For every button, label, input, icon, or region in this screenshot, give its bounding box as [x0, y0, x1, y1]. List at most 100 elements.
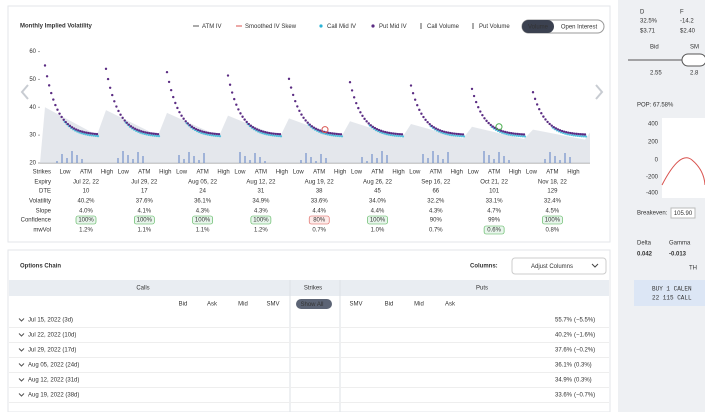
strike-label: High [159, 170, 171, 176]
dte-cell: 17 [141, 189, 148, 195]
badge [367, 215, 388, 225]
call-iv-dot [338, 135, 342, 138]
expiry-label[interactable]: Aug 19, 2022 (38d) [28, 393, 79, 399]
put-iv-dot [115, 105, 118, 108]
call-iv-dot [279, 135, 283, 138]
highlight [321, 126, 329, 134]
iv-change: (−1.6%) [574, 333, 595, 339]
put-iv-dot [445, 131, 448, 134]
put-iv-dot [335, 132, 339, 136]
put-iv-dot [552, 125, 555, 129]
expiry-label[interactable]: Aug 12, 2022 (31d) [28, 378, 79, 384]
put-iv-dot [142, 130, 145, 134]
put-iv-dot [502, 130, 505, 133]
put-iv-dot [77, 129, 80, 132]
put-iv-dot [64, 120, 68, 124]
confidence-cell: 100% [78, 218, 94, 224]
expand[interactable] [18, 348, 25, 352]
toggle-button[interactable]: Open Interest [561, 25, 598, 31]
put-iv-dot [310, 125, 314, 128]
chart-title: Monthly Implied Volatility [20, 24, 93, 30]
put-iv-dot [125, 121, 128, 124]
expand[interactable] [18, 393, 25, 397]
put-iv-dot [413, 98, 417, 101]
put-iv-dot [409, 84, 413, 87]
slope-cell: 4.3% [429, 209, 443, 215]
put-iv-dot [296, 105, 299, 108]
strike-label: Low [409, 170, 421, 176]
put-iv-dot [169, 88, 173, 92]
mwvol-cell: 1.2% [254, 228, 268, 234]
put-iv-dot [104, 67, 108, 71]
column-header: Ask [207, 302, 218, 308]
put-iv-dot [312, 126, 316, 129]
column-header: Bid [179, 302, 188, 308]
put-iv-dot [174, 101, 177, 105]
put-iv-dot [339, 133, 343, 136]
slope-cell: 4.5% [546, 209, 560, 215]
put-iv-dot [369, 124, 372, 127]
put-iv-dot [148, 131, 151, 135]
put-iv-dot [398, 133, 402, 136]
toggle-button[interactable]: Volume [528, 25, 549, 31]
group-header: Puts [476, 286, 488, 292]
put-iv-dot [203, 130, 206, 134]
expiry-label[interactable]: Jul 22, 2022 (10d) [28, 333, 76, 339]
put-iv-dot [436, 128, 440, 131]
adjust-button-label[interactable]: Adjust Columns [531, 264, 573, 270]
put-iv-dot [294, 99, 297, 103]
put-iv-dot [554, 127, 558, 130]
mwvol-cell: 1.1% [137, 228, 151, 234]
call-iv-dot [574, 134, 577, 137]
put-iv-dot [186, 122, 189, 125]
put-iv-dot [333, 132, 336, 135]
expiries-cell: Aug 05, 22 [188, 180, 218, 186]
strike-label: ATM [546, 170, 558, 176]
put-iv-dot [287, 77, 291, 81]
call-iv-dot [570, 133, 573, 137]
put-iv-dot [491, 125, 494, 128]
expiry-label[interactable]: Jul 29, 2022 (17d) [28, 348, 76, 354]
strike-label: High [509, 170, 521, 176]
put-iv-dot [416, 103, 419, 107]
put-iv-dot [228, 83, 232, 86]
column-header: Ask [445, 302, 456, 308]
next-arrow[interactable] [595, 84, 604, 100]
put-iv-dot [514, 132, 517, 135]
iv-value: 37.6% [555, 348, 573, 354]
adjust-button[interactable] [511, 257, 607, 275]
put-iv-dot [424, 118, 427, 122]
call-iv-dot [509, 133, 512, 136]
put-iv-dot [377, 128, 381, 132]
call-iv-dot [450, 134, 453, 137]
expiry-label[interactable]: Jul 15, 2022 (3d) [28, 318, 73, 324]
put-iv-dot [560, 129, 564, 133]
put-iv-dot [79, 129, 82, 133]
expand[interactable] [18, 333, 25, 337]
prev-arrow[interactable] [20, 84, 29, 100]
show-all[interactable] [296, 299, 332, 309]
expand[interactable] [18, 318, 25, 322]
columns-label: Columns: [470, 264, 498, 270]
put-iv-dot [388, 131, 391, 135]
slider-knob[interactable] [681, 53, 705, 67]
strike-label: ATM [138, 170, 150, 176]
put-iv-dot [52, 98, 55, 101]
expand[interactable] [18, 378, 25, 382]
put-iv-dot [150, 132, 153, 135]
put-iv-dot [371, 125, 375, 129]
strike-label: ATM [80, 170, 92, 176]
put-iv-dot [138, 129, 141, 132]
expiry-label[interactable]: Aug 05, 2022 (24d) [28, 363, 79, 369]
put-iv-dot [270, 132, 273, 135]
show-all-label[interactable]: Show All [300, 302, 323, 308]
put-iv-dot [575, 132, 578, 136]
put-iv-dot [127, 123, 131, 126]
badge [75, 215, 97, 225]
call-iv-dot [208, 133, 211, 137]
put-iv-dot [68, 124, 72, 128]
expand[interactable] [18, 363, 25, 367]
chain-title: Options Chain [20, 264, 61, 270]
put-iv-dot [359, 111, 362, 114]
call-iv-dot [458, 135, 461, 138]
